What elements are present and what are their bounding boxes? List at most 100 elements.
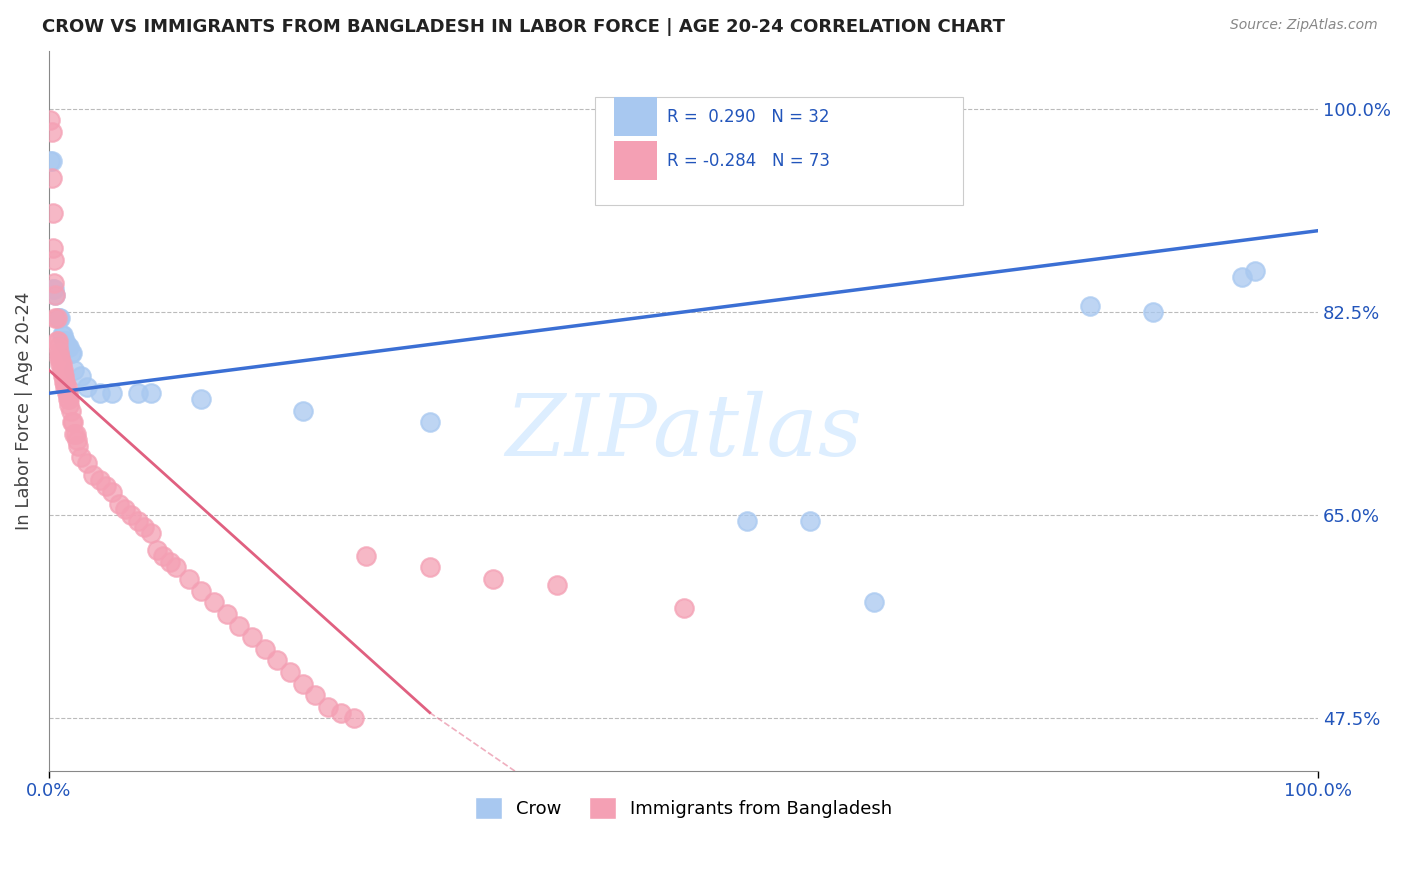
Point <box>49 357 72 371</box>
FancyBboxPatch shape <box>614 142 657 180</box>
Point <box>51 357 73 371</box>
Point <box>63 363 86 377</box>
Point <box>1142 305 1164 319</box>
Legend: Crow, Immigrants from Bangladesh: Crow, Immigrants from Bangladesh <box>468 790 900 827</box>
Point <box>62 415 84 429</box>
Point <box>89 386 111 401</box>
Point <box>53 334 76 348</box>
Point <box>48 310 70 325</box>
Point <box>101 386 124 401</box>
Point <box>735 514 758 528</box>
Point <box>177 572 200 586</box>
Point <box>1243 264 1265 278</box>
Point <box>55 380 77 394</box>
Point <box>53 368 76 383</box>
Point <box>52 368 75 383</box>
Point <box>66 433 89 447</box>
Point <box>52 363 75 377</box>
Point <box>49 310 72 325</box>
Point <box>45 334 67 348</box>
FancyBboxPatch shape <box>595 97 963 205</box>
Point <box>67 438 90 452</box>
Point <box>42 206 65 220</box>
Point <box>202 595 225 609</box>
Point <box>63 426 86 441</box>
Point <box>419 560 441 574</box>
Point <box>69 450 91 464</box>
Point <box>304 688 326 702</box>
Point <box>41 171 63 186</box>
Point <box>45 310 67 325</box>
Point <box>329 706 352 720</box>
Point <box>52 328 75 343</box>
Point <box>266 653 288 667</box>
Point <box>69 368 91 383</box>
Point <box>42 282 65 296</box>
Point <box>48 345 70 359</box>
Point <box>55 386 77 401</box>
Point <box>65 426 87 441</box>
Point <box>82 467 104 482</box>
Point <box>253 641 276 656</box>
Point <box>49 351 72 366</box>
Point <box>316 699 339 714</box>
Text: ZIPatlas: ZIPatlas <box>505 391 862 474</box>
Point <box>59 403 82 417</box>
Point <box>107 497 129 511</box>
Point <box>42 282 65 296</box>
Point <box>139 386 162 401</box>
Point <box>60 345 83 359</box>
Text: CROW VS IMMIGRANTS FROM BANGLADESH IN LABOR FORCE | AGE 20-24 CORRELATION CHART: CROW VS IMMIGRANTS FROM BANGLADESH IN LA… <box>42 18 1005 36</box>
Text: R =  0.290   N = 32: R = 0.290 N = 32 <box>666 108 830 126</box>
Point <box>101 485 124 500</box>
Point <box>41 153 63 168</box>
Point <box>215 607 238 621</box>
Point <box>190 583 212 598</box>
Point <box>278 665 301 679</box>
Point <box>46 340 69 354</box>
Point <box>342 711 364 725</box>
Point <box>41 125 63 139</box>
Point <box>51 328 73 343</box>
Point <box>44 287 66 301</box>
FancyBboxPatch shape <box>614 96 657 136</box>
Point <box>55 375 77 389</box>
Text: R = -0.284   N = 73: R = -0.284 N = 73 <box>666 152 830 169</box>
Point <box>134 520 156 534</box>
Point <box>356 549 378 563</box>
Point <box>76 380 98 394</box>
Point <box>121 508 143 523</box>
Point <box>152 549 174 563</box>
Point <box>190 392 212 406</box>
Y-axis label: In Labor Force | Age 20-24: In Labor Force | Age 20-24 <box>15 292 32 530</box>
Point <box>51 363 73 377</box>
Point <box>55 334 77 348</box>
Point <box>58 340 80 354</box>
Text: Source: ZipAtlas.com: Source: ZipAtlas.com <box>1230 18 1378 32</box>
Point <box>291 403 314 417</box>
Point <box>94 479 117 493</box>
Point <box>59 345 82 359</box>
Point <box>44 287 66 301</box>
Point <box>482 572 505 586</box>
Point <box>1230 270 1253 285</box>
Point <box>39 153 62 168</box>
Point <box>42 276 65 290</box>
Point <box>60 415 83 429</box>
Point <box>53 375 76 389</box>
Point <box>89 474 111 488</box>
Point <box>419 415 441 429</box>
Point <box>240 630 263 644</box>
Point <box>228 618 250 632</box>
Point <box>46 334 69 348</box>
Point <box>56 392 79 406</box>
Point <box>39 113 62 128</box>
Point <box>58 392 80 406</box>
Point <box>55 380 77 394</box>
Point <box>114 502 136 516</box>
Point <box>799 514 821 528</box>
Point <box>546 578 568 592</box>
Point <box>56 340 79 354</box>
Point <box>165 560 187 574</box>
Point <box>76 456 98 470</box>
